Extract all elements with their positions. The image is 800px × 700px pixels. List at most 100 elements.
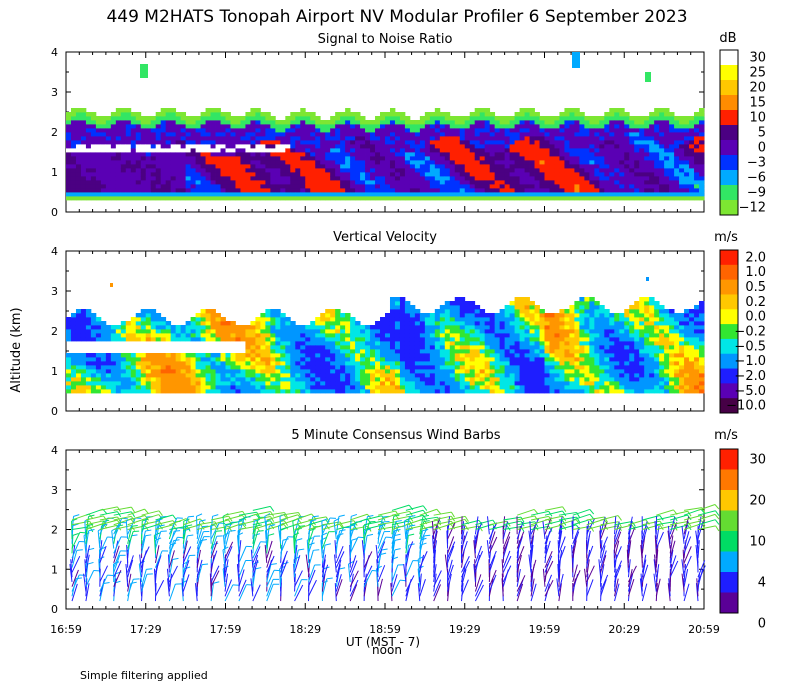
snr-cell [569, 152, 575, 157]
snr-cell [385, 172, 391, 177]
snr-cell [90, 172, 97, 177]
vv-cell [315, 317, 321, 322]
vv-cell [220, 317, 226, 322]
vv-cell [245, 325, 251, 330]
snr-cell [375, 148, 381, 153]
vv-cell [404, 305, 411, 310]
snr-cell [130, 184, 137, 189]
snr-cell [479, 172, 486, 177]
vv-cell [290, 365, 296, 370]
snr-cell [434, 124, 441, 129]
vv-cell [165, 385, 172, 390]
snr-cell [674, 188, 680, 193]
vv-cell [320, 365, 326, 370]
snr-cell [534, 116, 540, 121]
vv-cell [464, 341, 471, 346]
snr-cell [564, 152, 570, 157]
vv-cell [125, 377, 132, 382]
vv-cell [215, 325, 221, 330]
snr-cell [200, 164, 206, 169]
vv-cell [125, 333, 132, 338]
vv-cell [70, 321, 77, 326]
snr-cell [499, 184, 506, 189]
snr-cell [365, 144, 371, 149]
vv-cell [195, 317, 201, 322]
snr-cell [210, 168, 216, 173]
vv-cell [439, 305, 446, 310]
snr-cell [459, 132, 466, 137]
vv-cell [559, 329, 565, 334]
snr-cell [140, 160, 147, 165]
snr-cell [434, 192, 441, 197]
snr-cell [295, 184, 301, 189]
vv-cell [474, 345, 481, 350]
snr-cell [669, 120, 675, 125]
snr-cell [305, 188, 311, 193]
vv-cell [140, 357, 147, 362]
snr-cell [80, 168, 87, 173]
vv-cell [190, 329, 196, 334]
vv-cell [150, 333, 157, 338]
snr-cell [619, 112, 625, 117]
snr-cell [150, 132, 157, 137]
snr-cell [105, 164, 112, 169]
snr-cell [165, 176, 172, 181]
snr-cell [434, 112, 441, 117]
vv-cell [394, 297, 401, 302]
vv-cell [155, 361, 162, 366]
vv-cell [564, 309, 570, 314]
snr-cell [394, 176, 401, 181]
vv-cell [539, 385, 545, 390]
vv-cell [195, 353, 201, 358]
snr-cell [80, 156, 87, 161]
snr-cell [529, 108, 535, 113]
snr-cell [649, 144, 655, 149]
snr-cell [355, 128, 361, 133]
snr-cell [399, 128, 406, 133]
snr-cell [669, 132, 675, 137]
vv-cell [345, 385, 351, 390]
vv-cell [130, 325, 137, 330]
snr-cell [449, 136, 456, 141]
snr-cell [444, 140, 451, 145]
vv-cell [434, 373, 441, 378]
snr-cell [479, 112, 486, 117]
snr-cell [469, 168, 476, 173]
vv-cell [479, 369, 486, 374]
vv-cell [75, 321, 82, 326]
snr-cell [200, 152, 206, 157]
snr-cell [125, 196, 132, 201]
snr-cell [634, 144, 640, 149]
snr-cell [170, 148, 177, 153]
snr-cell [499, 128, 506, 133]
vv-cell [170, 353, 177, 358]
vv-cell [350, 337, 356, 342]
snr-units: dB [719, 31, 736, 46]
snr-cell [340, 172, 346, 177]
snr-cell [439, 120, 446, 125]
snr-cell [559, 148, 565, 153]
vv-cell [385, 357, 391, 362]
snr-cell [290, 168, 296, 173]
snr-cell [355, 176, 361, 181]
vv-cell [479, 357, 486, 362]
snr-cell [439, 168, 446, 173]
snr-cell [265, 160, 271, 165]
snr-cell [674, 124, 680, 129]
snr-cell [619, 152, 625, 157]
snr-cell [614, 124, 620, 129]
snr-cell [245, 172, 251, 177]
snr-cell [245, 140, 251, 145]
vv-cell [499, 377, 506, 382]
snr-cell [414, 168, 421, 173]
vv-cell [559, 345, 565, 350]
snr-cell [449, 168, 456, 173]
snr-cell [135, 196, 142, 201]
vv-cell [509, 381, 515, 386]
snr-cell [474, 168, 481, 173]
snr-cell [185, 188, 192, 193]
snr-cell [479, 180, 486, 185]
vv-cell [250, 385, 256, 390]
snr-cell [514, 196, 520, 201]
snr-cell [375, 164, 381, 169]
